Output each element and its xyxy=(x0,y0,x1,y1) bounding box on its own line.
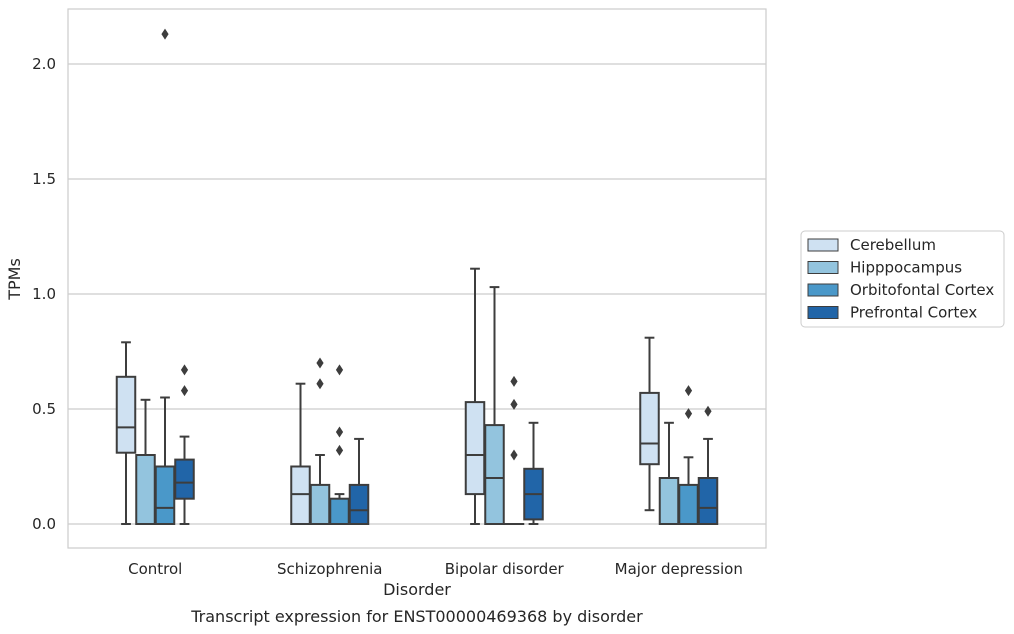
box-groups xyxy=(115,28,719,526)
box-body xyxy=(309,483,331,525)
y-tick-label: 0.0 xyxy=(32,515,56,533)
outlier-point xyxy=(684,385,693,397)
chart-caption: Transcript expression for ENST0000046936… xyxy=(190,607,643,626)
box-body xyxy=(329,497,350,526)
box-hipppocampus xyxy=(309,357,331,525)
box-orbitofontal-cortex xyxy=(503,375,525,526)
outlier-point xyxy=(335,364,344,376)
legend-label: Orbitofontal Cortex xyxy=(850,281,994,299)
outlier-point xyxy=(704,405,712,417)
outlier-point xyxy=(180,364,189,376)
outlier-point xyxy=(316,378,324,390)
x-tick-label: Major depression xyxy=(615,560,743,578)
outlier-point xyxy=(510,398,518,410)
box-prefrontal-cortex xyxy=(697,405,719,525)
box-hipppocampus xyxy=(135,398,156,525)
outlier-point xyxy=(510,375,518,387)
box-hipppocampus xyxy=(658,421,680,525)
legend-frame xyxy=(800,230,1005,328)
box-prefrontal-cortex xyxy=(174,364,195,525)
legend-label: Hipppocampus xyxy=(850,259,962,277)
box-cerebellum xyxy=(639,336,660,512)
y-tick-labels: 0.0 0.5 1.0 1.5 2.0 xyxy=(32,55,56,533)
box-body xyxy=(348,483,370,525)
y-axis-label: TPMs xyxy=(5,258,24,301)
legend-label: Cerebellum xyxy=(850,236,936,254)
box-prefrontal-cortex xyxy=(348,437,370,525)
x-tick-label: Bipolar disorder xyxy=(445,560,565,578)
box-body xyxy=(135,454,156,525)
x-tick-label: Control xyxy=(128,560,182,578)
box-cerebellum xyxy=(290,382,311,525)
outlier-point xyxy=(180,385,189,397)
outlier-point xyxy=(335,426,344,438)
legend-swatch xyxy=(807,261,839,274)
box-body xyxy=(697,477,719,525)
legend-swatch xyxy=(807,238,839,252)
box-body xyxy=(484,424,505,526)
box-body xyxy=(639,391,660,466)
y-tick-label: 2.0 xyxy=(32,55,56,73)
box-body xyxy=(658,477,680,525)
x-tick-label: Schizophrenia xyxy=(277,560,382,578)
outlier-point xyxy=(161,28,169,40)
box-body xyxy=(154,465,176,525)
y-tick-label: 0.5 xyxy=(32,400,56,418)
box-hipppocampus xyxy=(484,286,505,526)
x-axis-label: Disorder xyxy=(383,580,451,599)
y-tick-label: 1.5 xyxy=(32,170,56,188)
box-cerebellum xyxy=(464,267,486,525)
box-cerebellum xyxy=(115,341,137,525)
outlier-point xyxy=(316,357,324,369)
legend: Cerebellum Hipppocampus Orbitofontal Corte… xyxy=(800,230,1005,328)
x-tick-labels: Control Schizophrenia Bipolar disorder Majo… xyxy=(128,560,743,578)
outlier-point xyxy=(335,444,344,456)
box-prefrontal-cortex xyxy=(523,421,544,525)
box-body xyxy=(174,458,195,500)
legend-swatch xyxy=(807,283,839,297)
box-body xyxy=(678,483,699,525)
legend-label: Prefrontal Cortex xyxy=(850,304,977,322)
box-body xyxy=(464,401,486,496)
plot-frame xyxy=(67,8,767,549)
outlier-point xyxy=(684,408,693,420)
box-orbitofontal-cortex xyxy=(678,385,699,525)
box-body xyxy=(290,465,311,525)
outlier-point xyxy=(510,449,518,461)
legend-swatch xyxy=(807,306,839,319)
box-orbitofontal-cortex xyxy=(154,28,176,525)
box-orbitofontal-cortex xyxy=(329,364,350,526)
box-body xyxy=(115,375,137,454)
y-tick-label: 1.0 xyxy=(32,285,56,303)
